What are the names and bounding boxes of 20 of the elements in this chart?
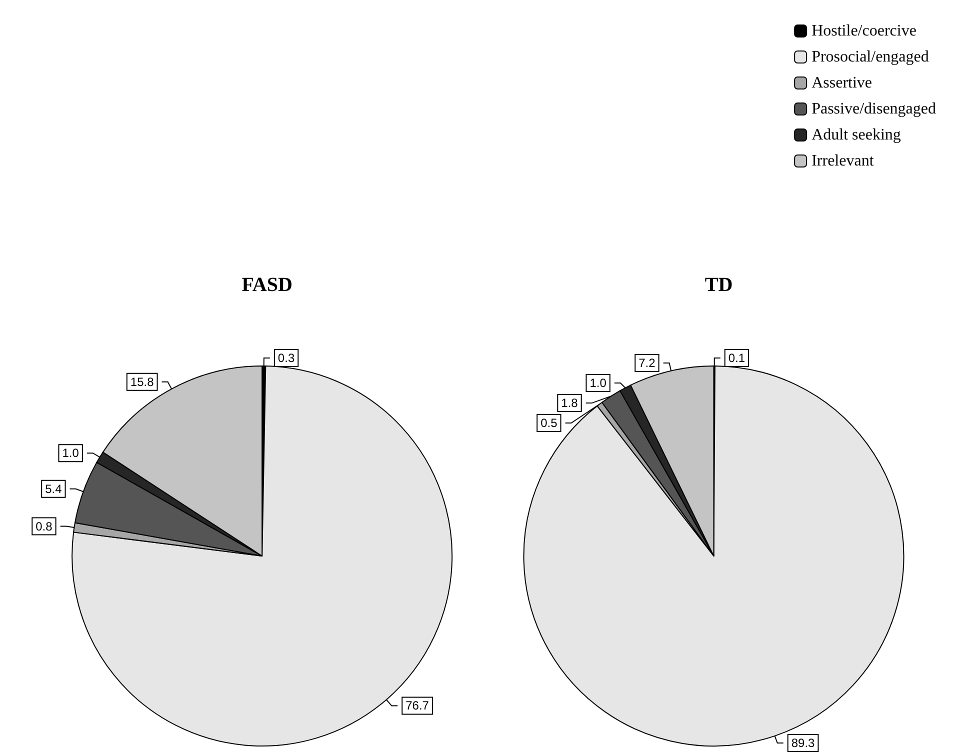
legend-label: Adult seeking [812,126,901,144]
legend-label: Passive/disengaged [812,100,936,118]
legend-label: Prosocial/engaged [812,48,929,66]
data-label: 15.8 [130,374,154,389]
slice-label: TD [704,274,733,296]
slice-label: FASD [242,274,292,296]
data-label: 0.3 [278,351,295,366]
data-label: 0.1 [728,351,746,365]
data-label: 1.8 [561,396,578,410]
data-label: 89.3 [791,736,816,750]
data-label: 76.7 [406,698,430,713]
legend-label: Assertive [812,74,872,92]
data-label: 0.5 [540,416,558,430]
data-label: 7.2 [638,356,656,370]
data-label: 1.0 [590,376,607,390]
legend-label: Hostile/coercive [812,22,916,40]
data-label: 5.4 [45,482,62,496]
data-label: 0.8 [36,519,53,534]
data-label: 1.0 [62,446,80,460]
legend-label: Irrelevant [812,152,874,170]
